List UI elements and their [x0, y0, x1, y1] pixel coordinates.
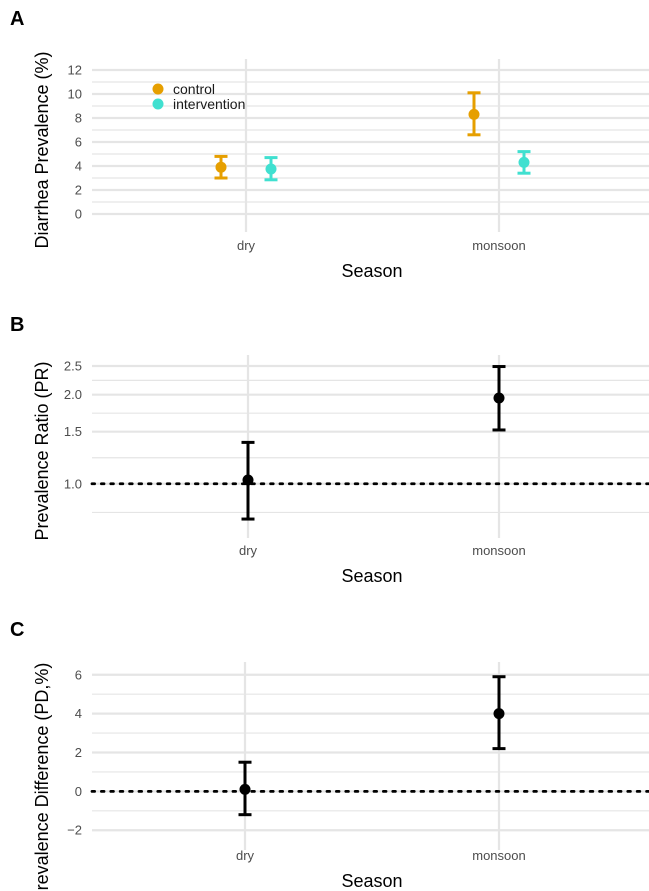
y-tick-label: 4 — [75, 159, 82, 174]
data-point — [215, 161, 227, 173]
y-tick-label: 4 — [75, 706, 82, 721]
x-tick-label: monsoon — [472, 238, 525, 253]
y-axis-title: Prevalence Ratio (PR) — [32, 361, 52, 540]
x-tick-label: dry — [237, 238, 256, 253]
y-tick-label: 2.0 — [64, 387, 82, 402]
data-point — [518, 156, 530, 168]
y-tick-label: 6 — [75, 667, 82, 682]
panel-label: A — [10, 8, 24, 30]
y-tick-label: 1.5 — [64, 424, 82, 439]
y-tick-label: 0 — [75, 207, 82, 222]
y-tick-label: 12 — [68, 63, 82, 78]
data-point — [265, 163, 277, 175]
x-tick-label: monsoon — [472, 848, 525, 863]
y-tick-label: 6 — [75, 135, 82, 150]
y-tick-label: 2 — [75, 745, 82, 760]
data-point — [242, 474, 254, 486]
chart-panel-c: −2 0 2 4 6 dry monsoon Season Prevalence Differe… — [10, 619, 649, 891]
panel-label: B — [10, 314, 24, 336]
legend-marker — [152, 83, 164, 95]
x-axis-title: Season — [341, 261, 402, 281]
x-tick-label: dry — [239, 543, 258, 558]
y-axis-title: Prevalence Difference (PD,%) — [32, 663, 52, 891]
legend-label: intervention — [173, 96, 245, 112]
legend-marker — [152, 98, 164, 110]
chart-panel-b: 1.0 1.5 2.0 2.5 dry monsoon Season Prevalence R… — [10, 314, 649, 586]
y-tick-label: 2.5 — [64, 359, 82, 374]
legend-label: control — [173, 81, 215, 97]
panel-label: C — [10, 619, 24, 641]
x-tick-label: monsoon — [472, 543, 525, 558]
data-point — [239, 783, 251, 795]
y-tick-label: −2 — [67, 823, 82, 838]
y-tick-label: 2 — [75, 183, 82, 198]
y-tick-label: 10 — [68, 87, 82, 102]
x-axis-title: Season — [341, 566, 402, 586]
y-tick-label: 1.0 — [64, 476, 82, 491]
y-axis-title: Diarrhea Prevalence (%) — [32, 51, 52, 248]
data-point — [468, 108, 480, 120]
y-tick-label: 8 — [75, 111, 82, 126]
x-axis-title: Season — [341, 871, 402, 891]
data-point — [493, 392, 505, 404]
x-tick-label: dry — [236, 848, 255, 863]
data-point — [493, 708, 505, 720]
y-tick-label: 0 — [75, 784, 82, 799]
